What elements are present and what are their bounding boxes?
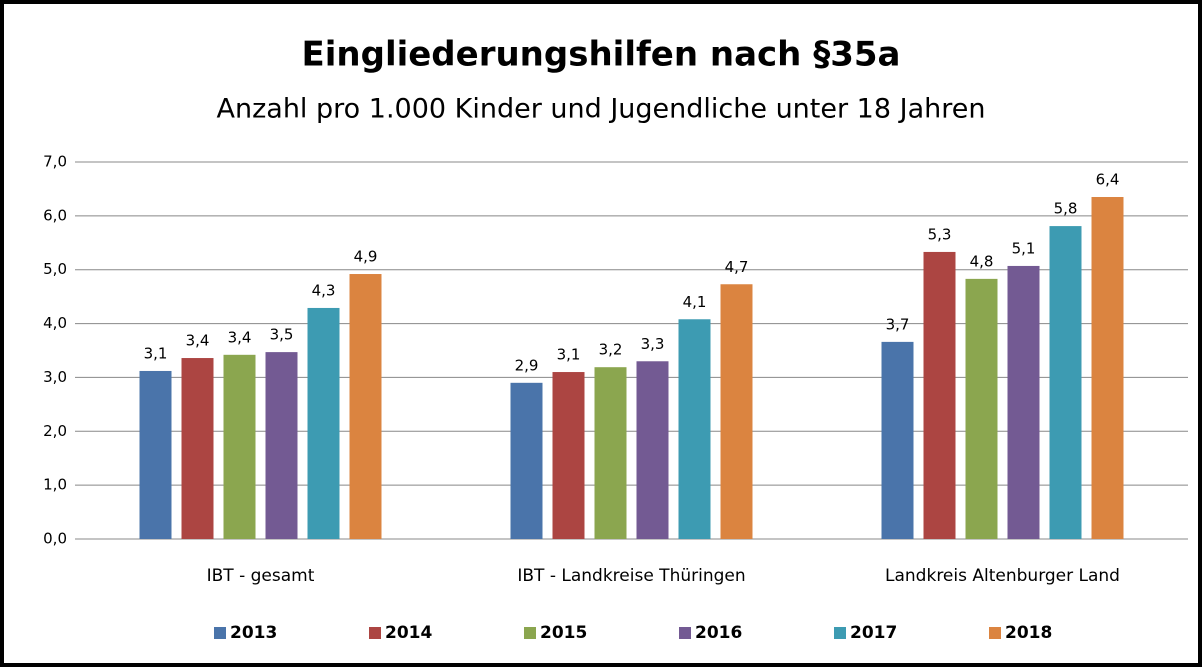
y-tick-label: 0,0 — [43, 530, 67, 548]
value-label: 4,8 — [970, 252, 994, 270]
bar — [720, 284, 753, 539]
legend-swatch — [524, 627, 536, 639]
legend-swatch — [679, 627, 691, 639]
value-label: 6,4 — [1096, 171, 1120, 189]
value-label: 4,7 — [725, 258, 749, 276]
bar — [1091, 197, 1124, 539]
bar — [265, 352, 298, 539]
legend-label: 2018 — [1005, 623, 1052, 643]
value-label: 3,4 — [228, 328, 252, 346]
legend-label: 2013 — [230, 623, 277, 643]
legend-swatch — [214, 627, 226, 639]
value-label: 2,9 — [515, 356, 539, 374]
y-tick-label: 1,0 — [43, 476, 67, 494]
value-label: 4,3 — [312, 281, 336, 299]
legend-label: 2016 — [695, 623, 742, 643]
bar — [636, 361, 669, 539]
bar — [881, 341, 914, 539]
y-tick-label: 3,0 — [43, 368, 67, 386]
value-label: 3,1 — [144, 344, 168, 362]
y-tick-label: 6,0 — [43, 206, 67, 224]
value-label: 5,8 — [1054, 200, 1078, 218]
bar — [965, 278, 998, 539]
bar — [139, 370, 172, 539]
value-label: 3,3 — [641, 335, 665, 353]
bar — [594, 367, 627, 539]
bar — [1049, 226, 1082, 539]
chart-subtitle: Anzahl pro 1.000 Kinder und Jugendliche … — [217, 94, 986, 125]
value-label: 3,1 — [557, 346, 581, 364]
value-label: 4,9 — [354, 248, 378, 266]
bar — [349, 274, 382, 539]
legend-swatch — [989, 627, 1001, 639]
bar — [307, 307, 340, 539]
value-label: 3,5 — [270, 326, 294, 344]
value-label: 5,3 — [928, 225, 952, 243]
chart-title: Eingliederungshilfen nach §35a — [302, 35, 901, 75]
value-label: 3,2 — [599, 341, 623, 359]
y-tick-label: 7,0 — [43, 153, 67, 171]
y-tick-label: 4,0 — [43, 314, 67, 332]
value-label: 3,4 — [186, 332, 210, 350]
bar — [181, 358, 214, 539]
y-tick-label: 5,0 — [43, 260, 67, 278]
bar — [1007, 265, 1040, 539]
legend-label: 2015 — [540, 623, 587, 643]
x-tick-label: Landkreis Altenburger Land — [885, 566, 1120, 586]
value-label: 3,7 — [886, 315, 910, 333]
y-tick-label: 2,0 — [43, 422, 67, 440]
legend-swatch — [834, 627, 846, 639]
bar — [923, 251, 956, 540]
x-tick-label: IBT - Landkreise Thüringen — [517, 566, 745, 586]
bar — [678, 319, 711, 539]
bar — [552, 372, 585, 539]
legend-swatch — [369, 627, 381, 639]
bar — [223, 354, 256, 539]
value-label: 5,1 — [1012, 239, 1036, 257]
value-label: 4,1 — [683, 293, 707, 311]
legend-label: 2014 — [385, 623, 432, 643]
legend-label: 2017 — [850, 623, 897, 643]
x-tick-label: IBT - gesamt — [207, 566, 315, 586]
bar — [510, 382, 543, 539]
